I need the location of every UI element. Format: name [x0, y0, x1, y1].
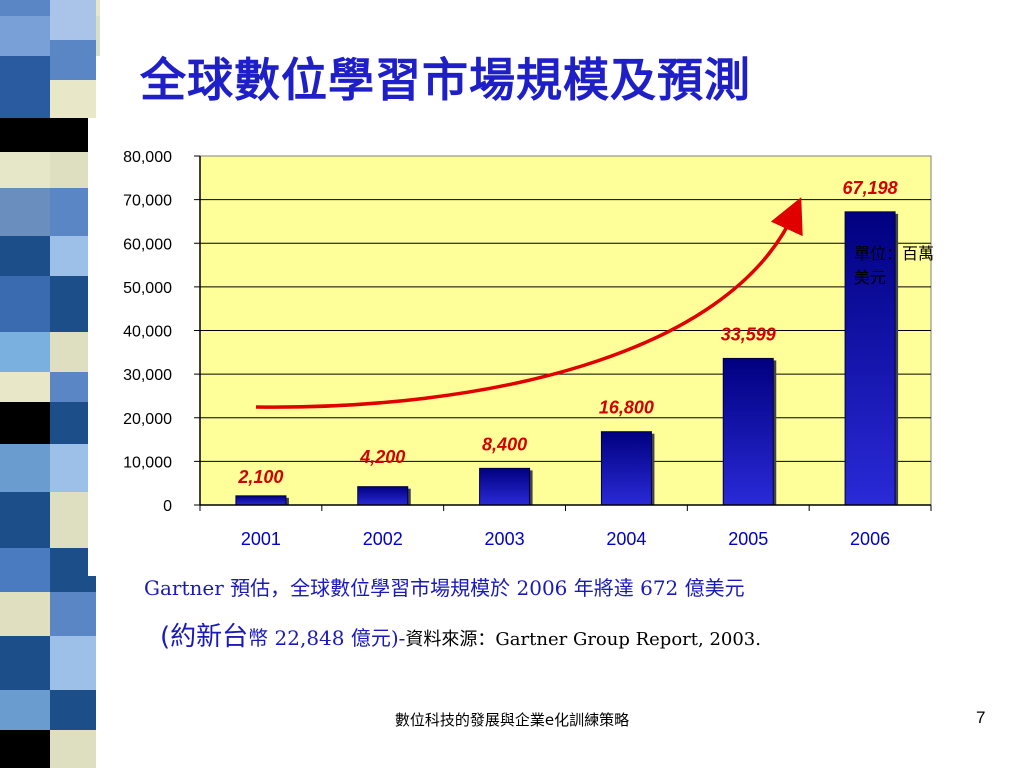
decorative-side-strip [0, 0, 100, 768]
caption-line-1: Gartner 預估，全球數位學習市場規模於 2006 年將達 672 億美元 [144, 576, 745, 600]
slide-title: 全球數位學習市場規模及預測 [140, 53, 751, 107]
bar [479, 467, 531, 506]
y-tick-label: 70,000 [123, 193, 172, 210]
bar [357, 486, 409, 506]
bar [600, 431, 652, 506]
y-tick-label: 60,000 [123, 236, 172, 253]
footer-text: 數位科技的發展與企業e化訓練策略 [394, 711, 630, 729]
y-tick-label: 0 [163, 498, 172, 515]
y-tick-label: 80,000 [123, 149, 172, 166]
y-tick-label: 30,000 [123, 367, 172, 384]
data-label: 33,599 [721, 324, 776, 344]
caption-paren-prefix: (約新台 [160, 622, 249, 652]
bar [235, 495, 287, 506]
data-label: 2,100 [237, 467, 283, 487]
y-tick-label: 10,000 [123, 454, 172, 471]
bar [844, 211, 896, 506]
data-label: 4,200 [359, 447, 405, 467]
y-tick-label: 20,000 [123, 411, 172, 428]
x-tick-label: 2006 [850, 529, 890, 549]
data-label: 8,400 [482, 434, 527, 454]
x-tick-label: 2001 [241, 529, 281, 549]
x-axis-ticks: 2001 2002 2003 2004 2005 2006 [199, 505, 932, 549]
page-number: 7 [976, 708, 986, 727]
data-labels: 2,100 4,200 8,400 16,800 33,599 67,198 [237, 178, 897, 487]
unit-note: 單位：百萬美元 [854, 244, 935, 287]
caption-line-2: (約新台幣 22,848 億元)-資料來源：Gartner Group Repo… [160, 616, 761, 653]
caption-amount: 幣 22,848 億元)- [248, 626, 406, 650]
trend-arrow [255, 197, 803, 409]
data-label: 16,800 [599, 398, 654, 418]
x-tick-label: 2002 [363, 529, 403, 549]
y-tick-label: 40,000 [123, 324, 172, 341]
x-tick-label: 2005 [728, 529, 768, 549]
data-label: 67,198 [843, 178, 898, 198]
x-tick-label: 2003 [485, 529, 525, 549]
bar [722, 357, 774, 506]
bars [235, 211, 899, 506]
gridlines [200, 199, 931, 462]
y-tick-label: 50,000 [123, 280, 172, 297]
chart-panel: 0 10,000 20,000 30,000 40,000 50,000 60,000 70,… [88, 118, 936, 576]
x-tick-label: 2004 [606, 529, 646, 549]
caption-source: 資料來源：Gartner Group Report, 2003. [405, 629, 761, 650]
bar-chart: 0 10,000 20,000 30,000 40,000 50,000 60,000 70,… [123, 149, 932, 549]
